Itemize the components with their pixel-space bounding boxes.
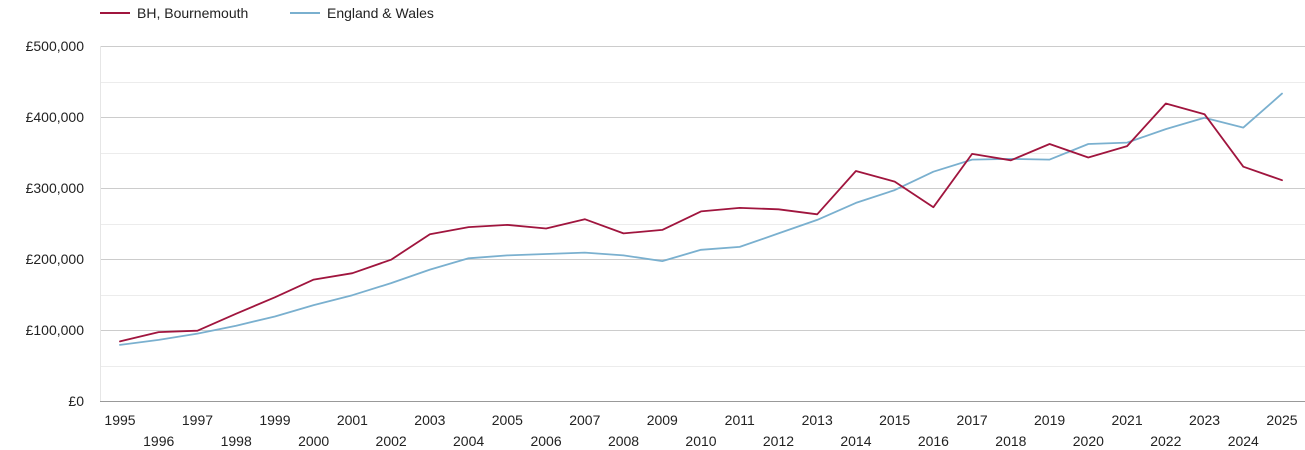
x-tick-label: 2012 <box>763 433 794 449</box>
y-axis-tick-labels: £0 £100,000 £200,000 £300,000 £400,000 £500,0… <box>26 38 85 409</box>
x-tick-label: 2020 <box>1073 433 1104 449</box>
x-tick-label: 1995 <box>104 412 135 428</box>
series-lines <box>119 92 1283 346</box>
x-tick-label: 2017 <box>957 412 988 428</box>
y-tick-label: £0 <box>68 393 84 409</box>
series-line-bournemouth <box>119 102 1283 343</box>
x-tick-label: 1998 <box>221 433 252 449</box>
legend-label: BH, Bournemouth <box>137 5 248 21</box>
x-tick-label: 2009 <box>647 412 678 428</box>
x-tick-label: 1999 <box>259 412 290 428</box>
y-tick-label: £400,000 <box>26 109 85 125</box>
x-tick-label: 2019 <box>1034 412 1065 428</box>
y-tick-label: £200,000 <box>26 251 85 267</box>
y-tick-label: £300,000 <box>26 180 85 196</box>
series-line-england-wales <box>119 92 1283 346</box>
x-tick-label: 2016 <box>918 433 949 449</box>
x-axis-tick-labels: 1995 1996 1997 1998 1999 2000 2001 2002 2003 2004… <box>104 412 1297 449</box>
x-tick-label: 1996 <box>143 433 174 449</box>
legend: BH, Bournemouth England & Wales <box>100 5 434 21</box>
x-tick-label: 2011 <box>725 412 755 428</box>
y-tick-label: £500,000 <box>26 38 85 54</box>
x-tick-label: 2023 <box>1189 412 1220 428</box>
legend-label: England & Wales <box>327 5 434 21</box>
x-tick-label: 2007 <box>569 412 600 428</box>
x-tick-label: 2013 <box>802 412 833 428</box>
x-tick-label: 2025 <box>1266 412 1297 428</box>
x-tick-label: 1997 <box>182 412 213 428</box>
x-tick-label: 2000 <box>298 433 329 449</box>
x-tick-label: 2022 <box>1150 433 1181 449</box>
x-tick-label: 2018 <box>995 433 1026 449</box>
x-tick-label: 2024 <box>1228 433 1259 449</box>
x-tick-label: 2005 <box>492 412 523 428</box>
x-tick-label: 2015 <box>879 412 910 428</box>
x-tick-label: 2003 <box>414 412 445 428</box>
x-tick-label: 2021 <box>1111 412 1142 428</box>
y-tick-label: £100,000 <box>26 322 85 338</box>
x-tick-label: 2014 <box>840 433 871 449</box>
x-tick-label: 2008 <box>608 433 639 449</box>
grid-lines <box>100 46 1305 402</box>
x-tick-label: 2001 <box>337 412 368 428</box>
x-tick-label: 2006 <box>530 433 561 449</box>
x-tick-label: 2004 <box>453 433 484 449</box>
x-tick-label: 2002 <box>376 433 407 449</box>
x-tick-label: 2010 <box>685 433 716 449</box>
